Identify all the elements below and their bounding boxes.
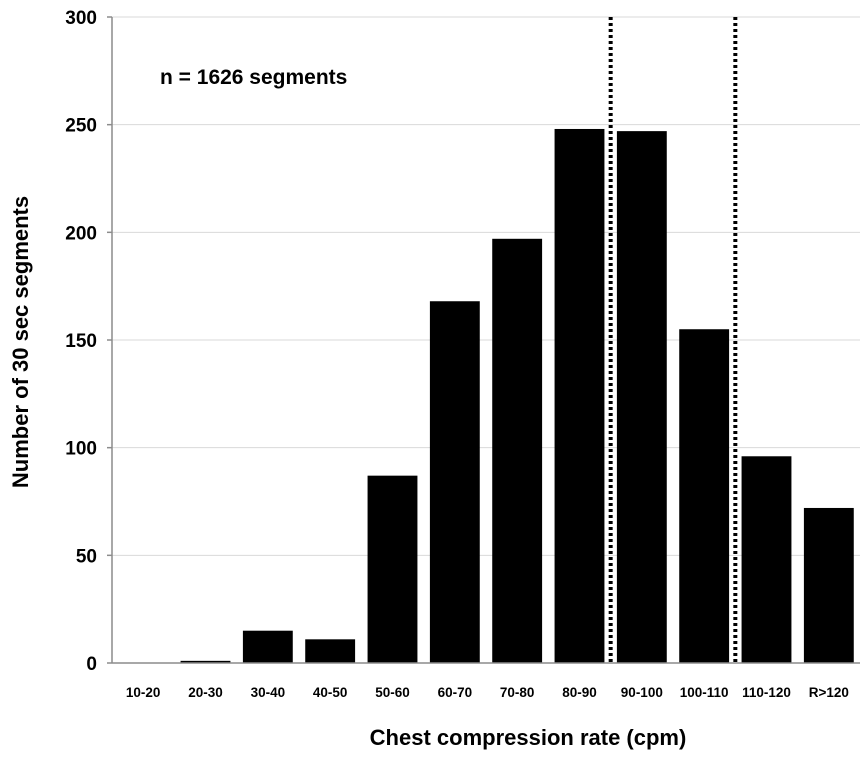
- bar-100-110: [679, 329, 730, 663]
- x-tick-label: R>120: [809, 685, 849, 700]
- x-tick-label: 40-50: [313, 685, 348, 700]
- x-tick-label: 110-120: [742, 685, 791, 700]
- bar-R>120: [803, 507, 854, 663]
- bar-110-120: [741, 456, 792, 663]
- y-tick-label: 0: [86, 654, 97, 675]
- bar-30-40: [242, 630, 293, 663]
- x-tick-label: 70-80: [500, 685, 535, 700]
- bar-20-30: [180, 660, 231, 663]
- y-tick-label: 50: [76, 546, 97, 567]
- bar-90-100: [616, 131, 667, 664]
- bar-40-50: [305, 639, 356, 663]
- x-tick-label: 30-40: [251, 685, 286, 700]
- x-tick-label: 60-70: [438, 685, 473, 700]
- gridlines: [112, 16, 860, 556]
- y-tick-label: 200: [65, 223, 97, 244]
- x-tick-label: 100-110: [680, 685, 729, 700]
- bar-60-70: [429, 301, 480, 663]
- axes: [107, 16, 860, 664]
- x-tick-label: 90-100: [621, 685, 663, 700]
- y-tick-label: 150: [65, 331, 97, 352]
- sample-size-annotation: n = 1626 segments: [160, 66, 347, 89]
- x-tick-label: 10-20: [126, 685, 161, 700]
- y-tick-label: 300: [65, 8, 97, 29]
- bar-80-90: [554, 128, 605, 663]
- y-axis-title: Number of 30 sec segments: [8, 196, 33, 488]
- bar-50-60: [367, 475, 418, 663]
- bars: [180, 128, 854, 664]
- x-tick-label: 50-60: [375, 685, 410, 700]
- x-tick-label: 20-30: [188, 685, 223, 700]
- x-tick-label: 80-90: [562, 685, 597, 700]
- x-axis-title: Chest compression rate (cpm): [370, 725, 687, 750]
- x-tick-labels: 10-20 20-30 30-40 40-50 50-60 60-70 70-80 80-90…: [126, 685, 849, 700]
- y-tick-labels: 0 50 100 150 200 250 300: [65, 8, 97, 675]
- y-tick-label: 100: [65, 439, 97, 460]
- bar-70-80: [492, 238, 543, 663]
- y-tick-label: 250: [65, 116, 97, 137]
